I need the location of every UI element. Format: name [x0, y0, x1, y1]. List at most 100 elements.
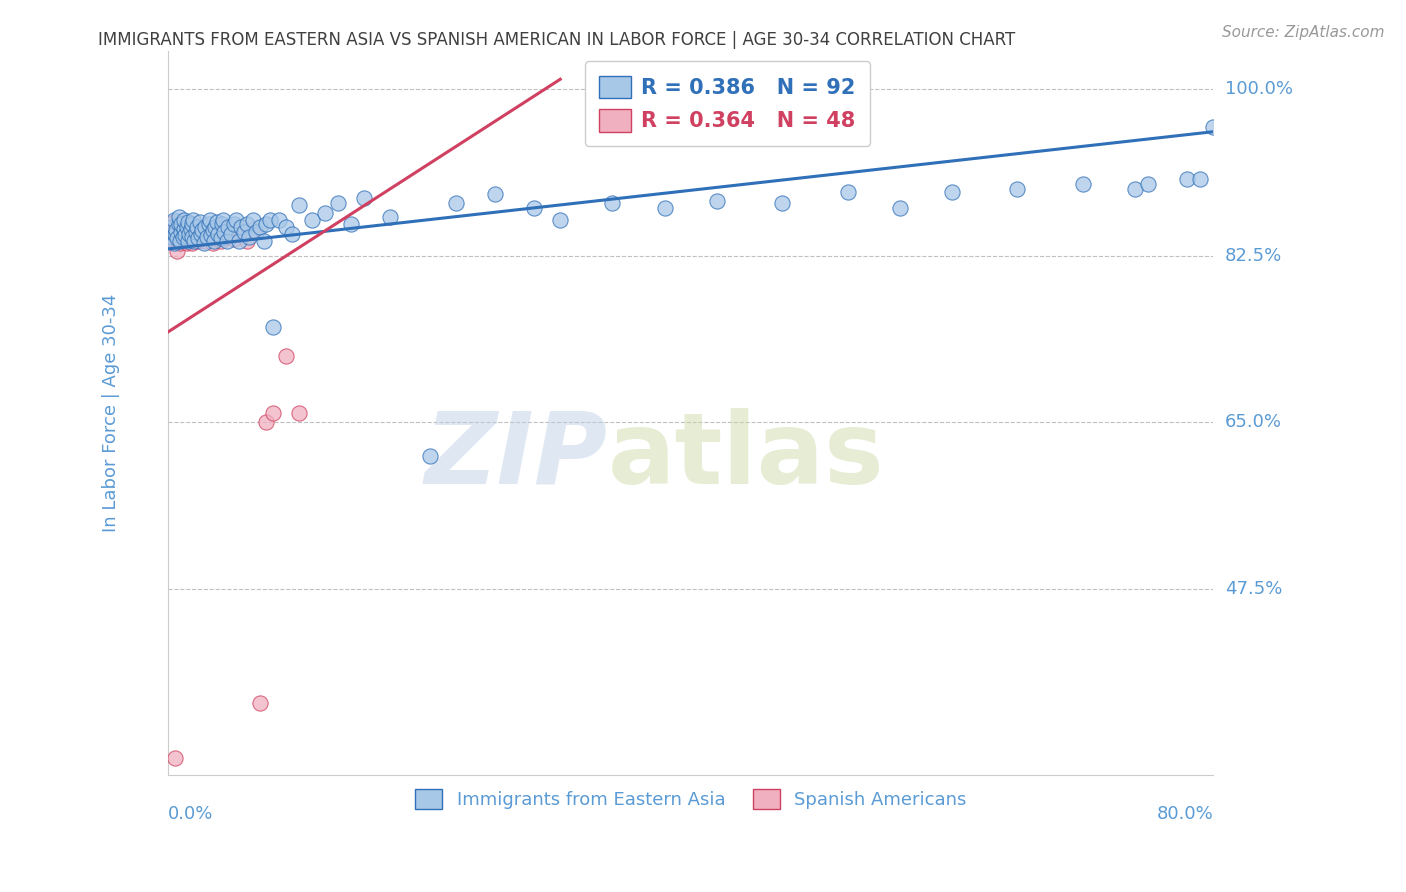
Point: [179, 222, 201, 236]
Point: [1007, 182, 1029, 196]
Point: [184, 225, 207, 239]
Point: [193, 236, 215, 251]
Point: [1137, 177, 1160, 191]
Point: [174, 219, 197, 234]
Point: [197, 227, 219, 241]
Point: [222, 217, 245, 231]
Point: [169, 234, 191, 248]
Point: [314, 205, 336, 219]
Text: In Labor Force | Age 30-34: In Labor Force | Age 30-34: [101, 293, 120, 532]
Point: [837, 185, 859, 199]
Point: [167, 217, 190, 231]
Point: [177, 215, 200, 229]
Point: [254, 217, 277, 231]
Point: [165, 234, 187, 248]
Point: [204, 223, 226, 237]
Point: [326, 196, 349, 211]
Point: [219, 227, 242, 241]
Point: [274, 349, 297, 363]
Point: [167, 225, 190, 239]
Point: [166, 244, 188, 258]
Point: [269, 213, 291, 227]
Point: [181, 213, 204, 227]
Point: [176, 219, 198, 234]
Point: [177, 229, 200, 244]
Point: [166, 231, 188, 245]
Point: [179, 222, 201, 236]
Point: [201, 236, 224, 251]
Point: [941, 185, 963, 199]
Point: [172, 229, 194, 244]
Text: atlas: atlas: [607, 408, 884, 505]
Point: [191, 223, 214, 237]
Point: [198, 232, 221, 246]
Point: [170, 225, 193, 239]
Point: [225, 213, 247, 227]
Text: 65.0%: 65.0%: [1225, 413, 1282, 432]
Point: [1202, 120, 1225, 134]
Point: [180, 217, 202, 231]
Point: [179, 227, 201, 241]
Point: [231, 219, 253, 234]
Point: [1175, 172, 1198, 186]
Point: [186, 219, 208, 234]
Point: [174, 227, 197, 241]
Point: [190, 232, 212, 246]
Point: [889, 201, 911, 215]
Point: [173, 234, 195, 248]
Point: [205, 215, 228, 229]
Text: 80.0%: 80.0%: [1157, 805, 1213, 823]
Point: [301, 213, 323, 227]
Point: [198, 217, 221, 231]
Point: [249, 697, 271, 711]
Point: [174, 227, 197, 242]
Point: [180, 236, 202, 251]
Point: [198, 213, 221, 227]
Point: [235, 217, 257, 231]
Point: [228, 234, 250, 248]
Point: [176, 236, 198, 251]
Point: [165, 229, 187, 244]
Point: [217, 219, 239, 234]
Point: [187, 227, 209, 241]
Point: [170, 217, 193, 231]
Point: [602, 196, 624, 211]
Point: [211, 217, 233, 231]
Point: [165, 223, 187, 237]
Point: [523, 201, 546, 215]
Point: [245, 225, 267, 239]
Point: [173, 222, 195, 236]
Text: 47.5%: 47.5%: [1225, 580, 1282, 599]
Point: [214, 225, 236, 239]
Point: [160, 229, 183, 244]
Point: [163, 227, 186, 241]
Point: [288, 406, 311, 420]
Point: [172, 223, 194, 237]
Point: [194, 219, 217, 234]
Point: [1123, 182, 1146, 196]
Point: [770, 196, 793, 211]
Point: [183, 232, 205, 246]
Point: [380, 211, 402, 225]
Point: [160, 219, 183, 234]
Point: [179, 232, 201, 246]
Text: ZIP: ZIP: [425, 408, 607, 505]
Point: [242, 223, 264, 237]
Point: [353, 191, 375, 205]
Point: [274, 219, 297, 234]
Point: [212, 213, 235, 227]
Point: [162, 213, 184, 227]
Point: [191, 223, 214, 237]
Text: 0.0%: 0.0%: [169, 805, 214, 823]
Point: [207, 227, 229, 241]
Point: [242, 213, 264, 227]
Point: [194, 234, 217, 248]
Point: [238, 229, 260, 244]
Point: [1189, 172, 1212, 186]
Point: [162, 215, 184, 229]
Point: [706, 194, 728, 209]
Point: [654, 201, 676, 215]
Point: [444, 196, 467, 211]
Text: Source: ZipAtlas.com: Source: ZipAtlas.com: [1222, 25, 1385, 40]
Point: [419, 449, 441, 463]
